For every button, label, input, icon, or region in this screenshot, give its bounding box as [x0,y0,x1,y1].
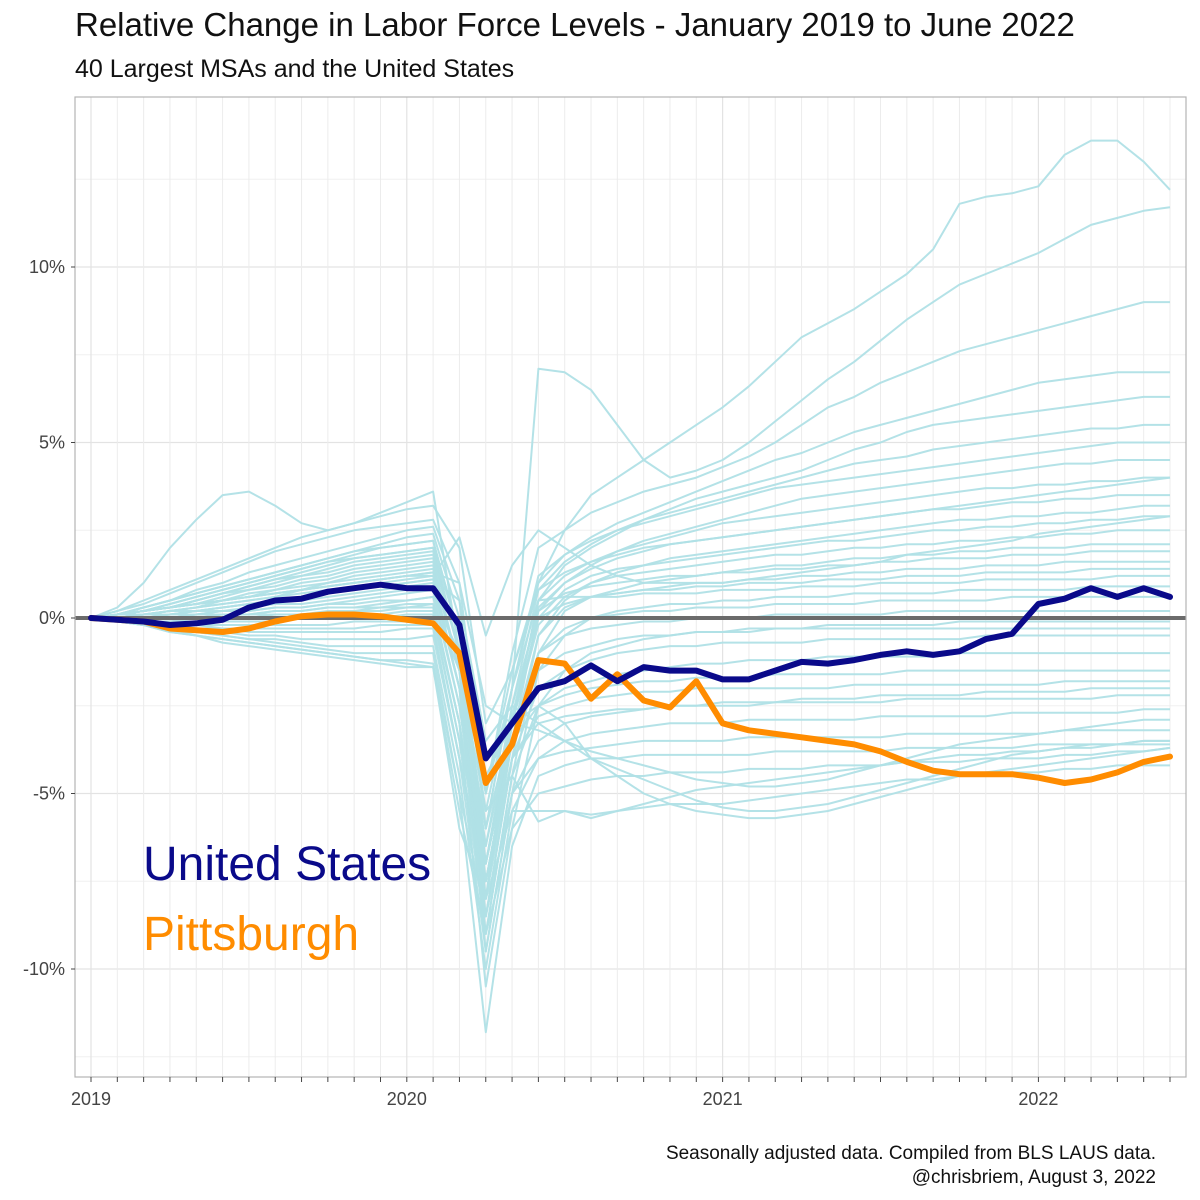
y-tick-label: 10% [29,257,65,277]
series-line-msa-34 [90,617,1171,935]
series-line-msa-14 [90,529,1170,865]
axes: -10% -5% 0% 5% 10% 2019 2020 2021 2022 [23,257,1171,1109]
y-tick-label: 5% [39,433,65,453]
legend-united-states: United States [143,838,431,891]
series-line-pittsburgh [88,611,1173,786]
series-line-united-states [88,581,1173,762]
x-tick-label: 2020 [387,1089,427,1109]
series-line-msa-38 [91,603,1170,823]
series-line-msa-40 [90,515,1171,637]
series-line-msa-9 [90,476,1170,848]
series-line-msa-8 [90,459,1170,883]
legend-pittsburgh: Pittsburgh [143,908,359,961]
series-line-msa-4 [90,371,1170,830]
caption-author: @chrisbriem, August 3, 2022 [911,1167,1156,1188]
chart-title: Relative Change in Labor Force Levels - … [75,6,1075,43]
series-line-msa-21 [91,588,1170,865]
series-line-msa-12 [90,504,1170,918]
series-line-msa-2 [90,139,1171,725]
x-tick-label: 2021 [703,1089,743,1109]
y-tick-label: -10% [23,959,65,979]
x-tick-label: 2022 [1018,1089,1058,1109]
y-tick-label: -5% [33,784,65,804]
series-line-msa-24 [91,606,1170,883]
series-line-msa-27 [91,617,1170,865]
series-line-msa-31 [90,617,1170,970]
series-line-msa-30 [90,617,1170,883]
series-line-msa-1 [90,206,1171,795]
series-line-msa-28 [90,617,1170,900]
series-line-msa-32 [90,617,1170,918]
legend: United States Pittsburgh [143,838,431,961]
y-tick-label: 0% [39,608,65,628]
series-line-msa-3 [90,301,1170,795]
series-line-msa-10 [90,476,1171,865]
series-line-msa-6 [90,423,1170,900]
series-line-msa-29 [90,617,1170,953]
x-tick-label: 2019 [71,1089,111,1109]
series-line-msa-11 [90,494,1170,795]
series-line-msa-33 [90,617,1170,1034]
plot-border [74,96,1187,1078]
caption-source: Seasonally adjusted data. Compiled from … [665,1143,1156,1164]
chart-subtitle: 40 Largest MSAs and the United States [75,55,515,83]
msa-lines [90,139,1171,1034]
highlight-lines [88,581,1173,786]
